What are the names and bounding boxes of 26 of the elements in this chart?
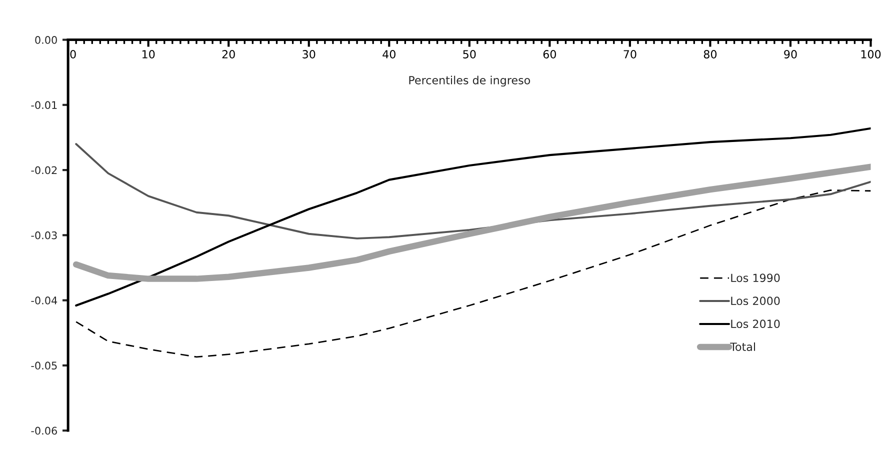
y-tick-label: -0.05 xyxy=(31,362,57,370)
x-tick-label: 70 xyxy=(624,50,636,58)
x-tick-label: 0 xyxy=(70,50,76,58)
x-tick-label: 50 xyxy=(463,50,476,58)
x-tick-label: 100 xyxy=(861,50,881,58)
x-tick-label: 60 xyxy=(543,50,556,58)
x-tick-label: 40 xyxy=(382,50,396,58)
legend-label: Los 2010 xyxy=(731,320,780,328)
x-tick-label: 30 xyxy=(302,50,316,58)
legend-label: Los 2000 xyxy=(731,296,780,306)
y-tick-label: -0.02 xyxy=(31,166,57,174)
x-tick-label: 20 xyxy=(222,50,235,58)
x-tick-label: 10 xyxy=(142,50,155,58)
y-tick-label: -0.01 xyxy=(31,101,57,110)
line-series xyxy=(75,143,871,240)
y-tick-label: -0.06 xyxy=(31,426,57,435)
x-tick-label: 80 xyxy=(704,50,717,58)
y-tick-label: -0.04 xyxy=(31,296,58,304)
line-series xyxy=(75,190,871,358)
line-series xyxy=(75,127,871,307)
x-axis-title: Percentiles de ingreso xyxy=(409,76,530,87)
x-tick-label: 90 xyxy=(784,50,797,58)
y-tick-label: 0.00 xyxy=(35,36,57,44)
legend-label: Los 1990 xyxy=(731,274,780,282)
y-tick-label: -0.03 xyxy=(31,231,57,240)
legend-label: Total xyxy=(730,342,755,352)
